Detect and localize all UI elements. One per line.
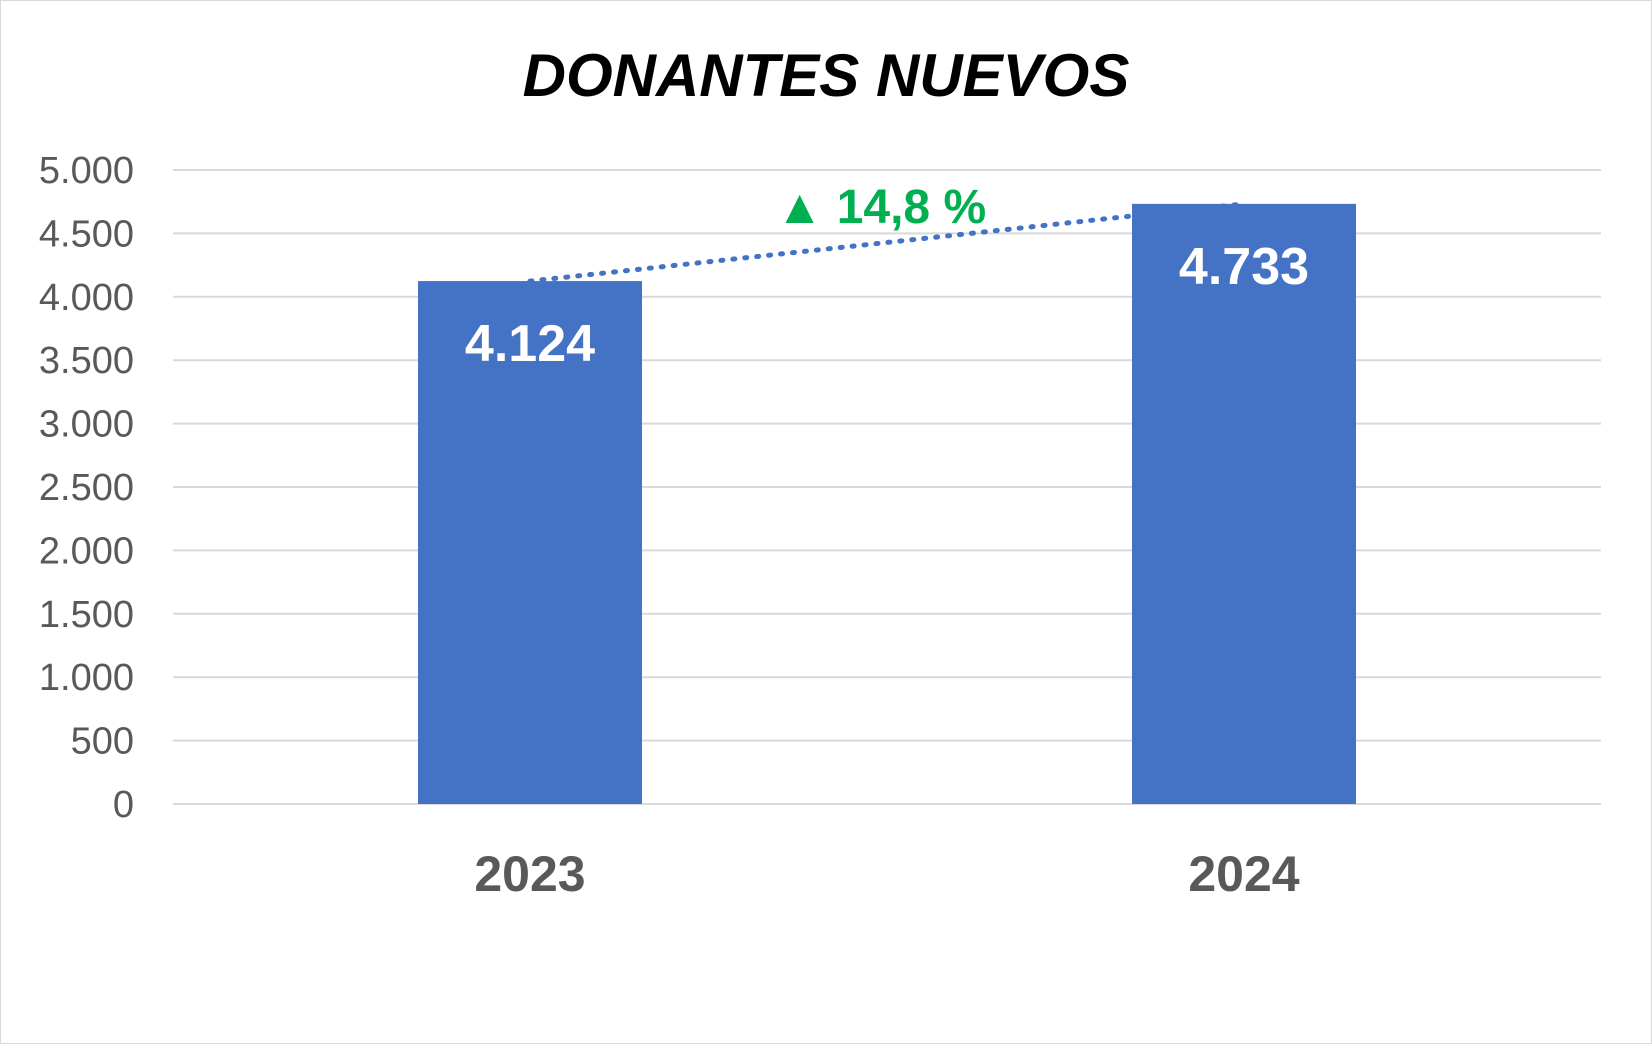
- y-tick-label: 2.000: [39, 530, 134, 572]
- y-tick-label: 0: [113, 784, 134, 826]
- y-tick-label: 4.000: [39, 277, 134, 319]
- bars: [418, 203, 1356, 805]
- bar-2023: [418, 281, 642, 805]
- y-tick-label: 1.000: [39, 657, 134, 699]
- trend-line: [527, 201, 1247, 284]
- bar-2024: [1132, 203, 1356, 805]
- growth-annotation: ▲ 14,8 %: [776, 181, 986, 234]
- y-tick-label: 5.000: [39, 150, 134, 192]
- grid-lines: [173, 169, 1601, 805]
- y-tick-label: 1.500: [39, 594, 134, 636]
- data-label-2024: 4.733: [1179, 238, 1309, 296]
- y-tick-label: 2.500: [39, 467, 134, 509]
- x-axis-ticks: 2023 2024: [474, 846, 1299, 902]
- data-labels: 4.124 4.733: [465, 238, 1309, 373]
- trendline: [527, 201, 1247, 284]
- data-label-2023: 4.124: [465, 315, 595, 373]
- chart-title: DONANTES NUEVOS: [523, 42, 1130, 109]
- y-tick-label: 3.000: [39, 404, 134, 446]
- y-axis-ticks: 0 500 1.000 1.500 2.000 2.500 3.000 3.500 4.000 4…: [39, 150, 134, 826]
- y-tick-label: 4.500: [39, 213, 134, 255]
- y-tick-label: 500: [71, 721, 134, 763]
- y-tick-label: 3.500: [39, 340, 134, 382]
- x-tick-label-2023: 2023: [474, 846, 585, 902]
- x-tick-label-2024: 2024: [1188, 846, 1299, 902]
